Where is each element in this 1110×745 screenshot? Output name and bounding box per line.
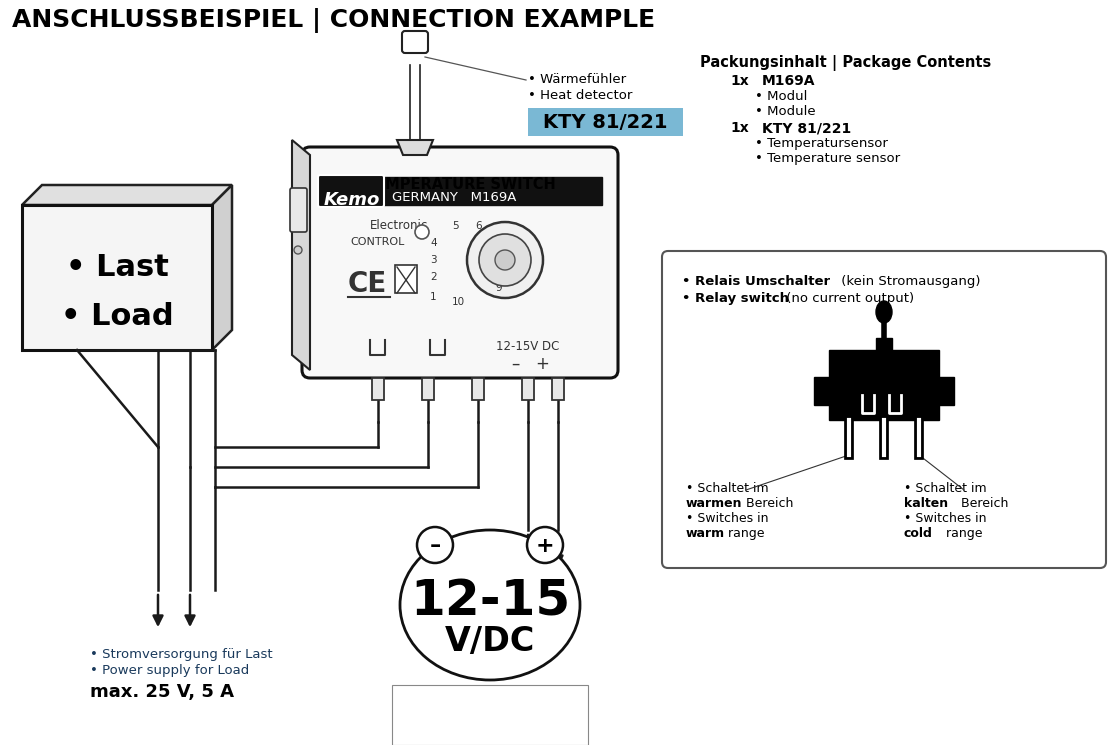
Text: • stabilisiert: • stabilisiert <box>450 688 531 701</box>
Text: 6: 6 <box>475 221 482 231</box>
Ellipse shape <box>400 530 581 680</box>
Text: (no current output): (no current output) <box>783 292 915 305</box>
Text: 1: 1 <box>430 292 436 302</box>
Text: 12-15V DC: 12-15V DC <box>496 340 559 353</box>
Text: Packungsinhalt | Package Contents: Packungsinhalt | Package Contents <box>700 55 991 71</box>
Text: Electronic: Electronic <box>370 219 428 232</box>
Text: • Load: • Load <box>61 302 173 331</box>
Bar <box>552 378 564 400</box>
Text: 5: 5 <box>452 221 458 231</box>
Bar <box>528 108 683 136</box>
FancyBboxPatch shape <box>392 685 588 745</box>
Text: 10: 10 <box>452 297 465 307</box>
Text: CONTROL: CONTROL <box>350 237 404 247</box>
Circle shape <box>495 250 515 270</box>
Text: V/DC: V/DC <box>445 625 535 658</box>
Polygon shape <box>292 140 310 370</box>
Bar <box>22 205 212 350</box>
Text: • Schaltet im: • Schaltet im <box>904 482 987 495</box>
Text: max. 25 V, 5 A: max. 25 V, 5 A <box>90 683 234 701</box>
Text: • Relay switch: • Relay switch <box>682 292 789 305</box>
Text: • stabilized: • stabilized <box>452 703 528 716</box>
Text: –: – <box>511 355 519 373</box>
Text: • Heat detector: • Heat detector <box>528 89 633 102</box>
Polygon shape <box>212 185 232 350</box>
FancyBboxPatch shape <box>290 188 307 232</box>
Text: cold: cold <box>904 527 932 540</box>
Bar <box>876 338 892 350</box>
Text: • Switches in: • Switches in <box>686 512 768 525</box>
Circle shape <box>527 527 563 563</box>
Text: 3: 3 <box>430 255 436 265</box>
Bar <box>938 377 953 405</box>
Bar <box>372 378 384 400</box>
Text: • Power supply for Load: • Power supply for Load <box>90 664 250 677</box>
Text: CE: CE <box>349 270 387 298</box>
FancyBboxPatch shape <box>302 147 618 378</box>
Text: 4: 4 <box>430 238 436 248</box>
Circle shape <box>417 527 453 563</box>
Text: GERMANY   M169A: GERMANY M169A <box>392 191 516 204</box>
Text: ANSCHLUSSBEISPIEL | CONNECTION EXAMPLE: ANSCHLUSSBEISPIEL | CONNECTION EXAMPLE <box>12 8 655 33</box>
Text: • Temperature sensor: • Temperature sensor <box>755 152 900 165</box>
Text: • Temperatursensor: • Temperatursensor <box>755 137 888 150</box>
Text: • Wärmefühler: • Wärmefühler <box>528 73 626 86</box>
Text: range: range <box>942 527 982 540</box>
Polygon shape <box>397 140 433 155</box>
Text: • Schaltet im: • Schaltet im <box>686 482 768 495</box>
Ellipse shape <box>876 301 892 323</box>
FancyBboxPatch shape <box>662 251 1106 568</box>
FancyBboxPatch shape <box>402 31 428 53</box>
Text: 9: 9 <box>495 283 502 293</box>
Text: 1x: 1x <box>730 121 749 135</box>
Text: range: range <box>724 527 765 540</box>
Bar <box>422 378 434 400</box>
Text: Bereich: Bereich <box>957 497 1008 510</box>
Text: KTY 81/221: KTY 81/221 <box>543 112 668 132</box>
Bar <box>395 265 417 293</box>
FancyBboxPatch shape <box>317 175 384 207</box>
Text: KTY 81/221: KTY 81/221 <box>761 121 851 135</box>
Polygon shape <box>22 185 232 205</box>
Text: 1x: 1x <box>730 74 749 88</box>
Text: +: + <box>536 536 554 556</box>
Circle shape <box>415 225 428 239</box>
Text: • Switches in: • Switches in <box>904 512 987 525</box>
Text: • Stromversorgung für Last: • Stromversorgung für Last <box>90 648 273 661</box>
Bar <box>472 378 484 400</box>
Text: • Modul: • Modul <box>755 90 807 103</box>
Text: +: + <box>535 355 549 373</box>
Text: • Module: • Module <box>755 105 816 118</box>
Text: TEMPERATURE SWITCH: TEMPERATURE SWITCH <box>364 177 555 192</box>
Text: kalten: kalten <box>904 497 948 510</box>
Text: –: – <box>430 536 441 556</box>
Circle shape <box>294 246 302 254</box>
Circle shape <box>480 234 531 286</box>
Text: • Relais Umschalter: • Relais Umschalter <box>682 275 830 288</box>
Text: warmen: warmen <box>686 497 743 510</box>
Bar <box>317 177 602 205</box>
Text: 12-15: 12-15 <box>410 577 571 625</box>
Text: warm: warm <box>686 527 725 540</box>
Text: • Last: • Last <box>65 253 169 282</box>
Text: Bereich: Bereich <box>741 497 794 510</box>
Text: 2: 2 <box>430 272 436 282</box>
Text: (kein Stromausgang): (kein Stromausgang) <box>837 275 980 288</box>
Bar <box>829 350 939 420</box>
Text: M169A: M169A <box>761 74 816 88</box>
Bar <box>814 377 830 405</box>
Text: min. 100 mA: min. 100 mA <box>436 720 544 735</box>
Circle shape <box>467 222 543 298</box>
Bar <box>522 378 534 400</box>
Text: Kemo: Kemo <box>324 191 381 209</box>
